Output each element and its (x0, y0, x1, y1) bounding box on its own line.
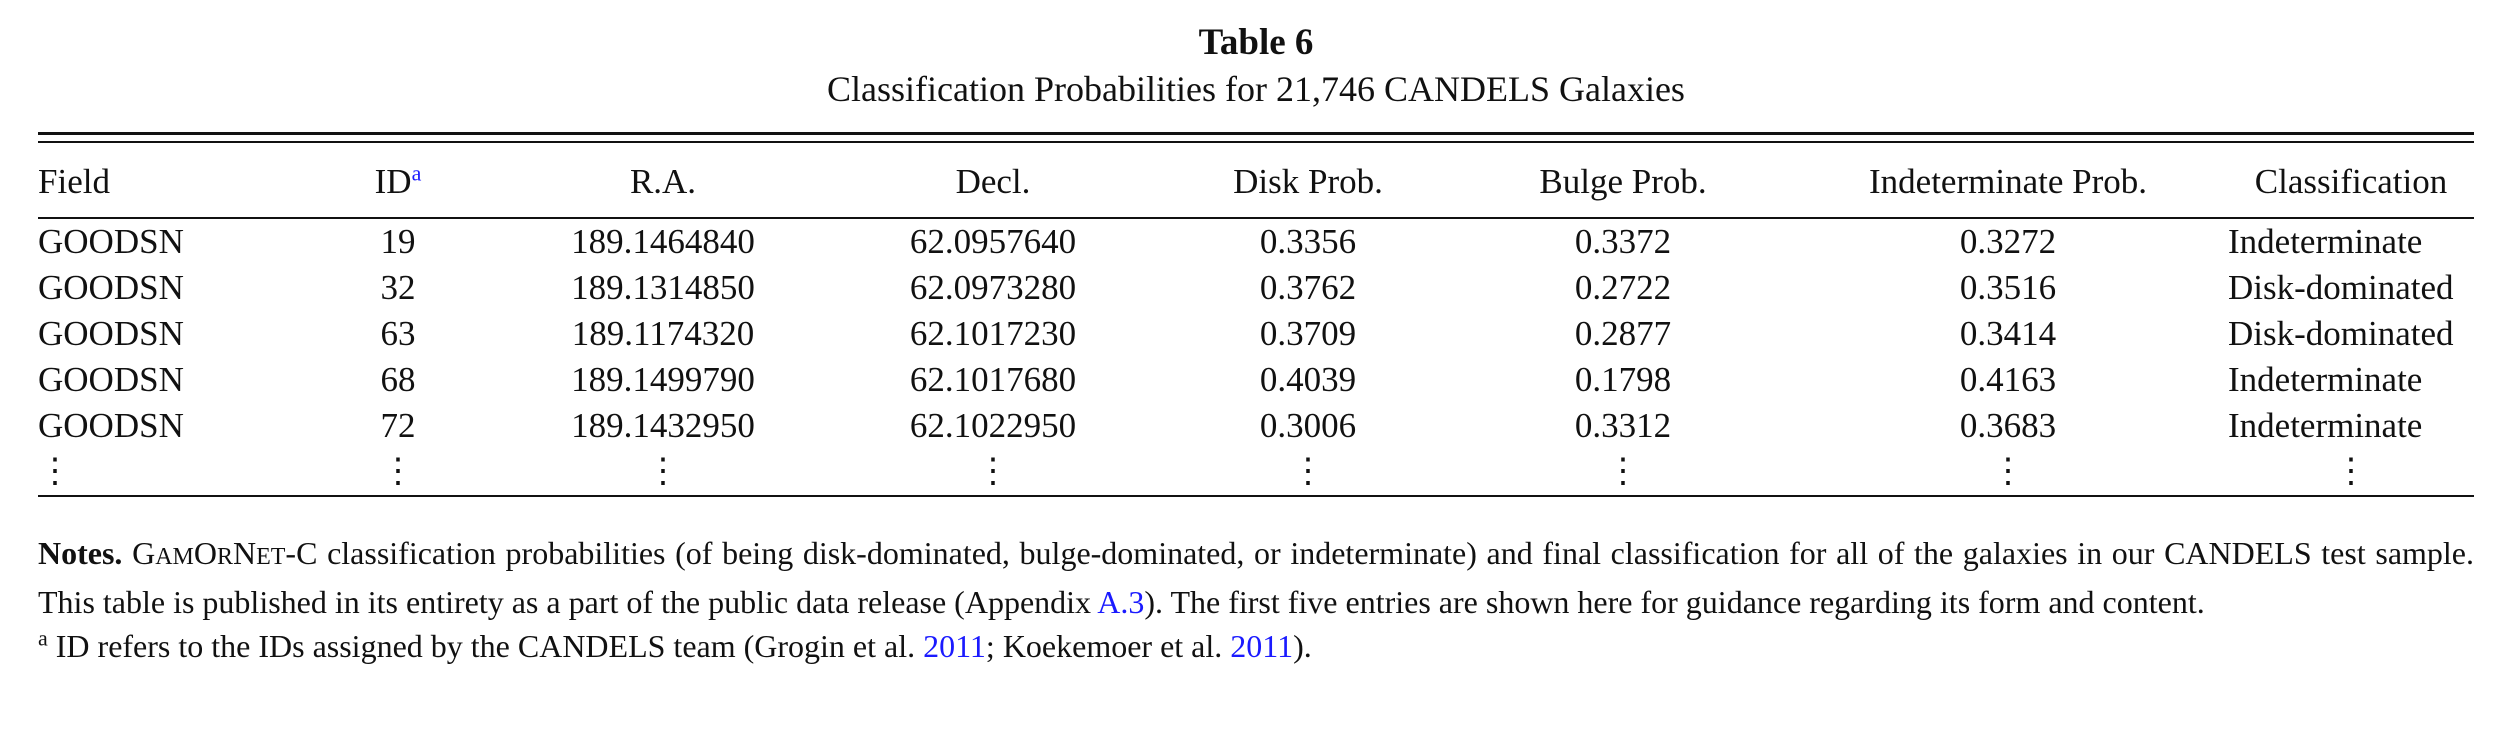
cell-classification: Indeterminate (2228, 406, 2423, 445)
header-classification: Classification (2254, 162, 2448, 201)
ellipsis-cell: ⋮ (1291, 453, 1325, 490)
cell-id: 63 (380, 314, 416, 353)
cell-field: GOODSN (38, 268, 184, 307)
ellipsis-cell: ⋮ (1991, 453, 2025, 490)
gamornet-r: R (216, 544, 233, 570)
ellipsis-cell: ⋮ (381, 453, 415, 490)
table-notes: Notes. GAMORORNET-C classification proba… (38, 531, 2474, 625)
classification-table: Field IDa R.A. Decl. Disk Prob. Bulge Pr… (38, 143, 2474, 495)
header-indeterminate-prob: Indeterminate Prob. (1869, 162, 2147, 201)
cell-disk-prob: 0.3356 (1259, 222, 1357, 261)
cell-field: GOODSN (38, 222, 184, 261)
cell-disk-prob: 0.3762 (1259, 268, 1357, 307)
table-row: GOODSN 32 189.1314850 62.0973280 0.3762 … (38, 265, 2474, 311)
cell-indeterminate-prob: 0.3414 (1959, 314, 2057, 353)
footnote-text-3: ). (1293, 628, 1312, 664)
grogin-2011-link[interactable]: 2011 (923, 628, 986, 664)
cell-id: 68 (380, 360, 416, 399)
gamornet-et: ET (256, 544, 286, 570)
gamornet-g: G (132, 535, 156, 571)
table-number: Table 6 (1198, 22, 1314, 63)
cell-id: 19 (380, 222, 416, 261)
cell-indeterminate-prob: 0.3683 (1959, 406, 2057, 445)
notes-text-1: classification probabilities (of being d… (38, 535, 2475, 620)
table-caption: Table 6 Classification Probabilities for… (38, 20, 2474, 112)
ellipsis-cell: ⋮ (646, 453, 680, 490)
header-bulge-prob: Bulge Prob. (1539, 162, 1707, 201)
cell-id: 32 (380, 268, 416, 307)
bottom-rule (38, 495, 2474, 497)
cell-bulge-prob: 0.3372 (1574, 222, 1672, 261)
header-disk-prob: Disk Prob. (1233, 162, 1383, 201)
notes-label: Notes. (38, 535, 123, 571)
cell-ra: 189.1464840 (571, 222, 755, 261)
table-row: GOODSN 68 189.1499790 62.1017680 0.4039 … (38, 357, 2474, 403)
cell-decl: 62.1022950 (909, 406, 1077, 445)
top-double-rule (38, 132, 2474, 143)
header-field: Field (38, 162, 110, 201)
cell-disk-prob: 0.3006 (1259, 406, 1357, 445)
gamornet-am: AM (155, 544, 194, 570)
gamornet-n: N (232, 535, 257, 571)
footnote-text-2: ; Koekemoer et al. (985, 628, 1231, 664)
ellipsis-cell: ⋮ (1606, 453, 1640, 490)
gamornet-o-visible: O (193, 535, 217, 571)
cell-indeterminate-prob: 0.4163 (1959, 360, 2057, 399)
ellipsis-cell: ⋮ (38, 453, 72, 490)
header-row: Field IDa R.A. Decl. Disk Prob. Bulge Pr… (38, 143, 2474, 218)
cell-decl: 62.0957640 (909, 222, 1077, 261)
cell-indeterminate-prob: 0.3516 (1959, 268, 2057, 307)
footnote-a: a ID refers to the IDs assigned by the C… (38, 625, 2474, 667)
cell-bulge-prob: 0.1798 (1574, 360, 1672, 399)
header-id: IDa (298, 143, 498, 218)
cell-ra: 189.1432950 (571, 406, 755, 445)
cell-ra: 189.1499790 (571, 360, 755, 399)
cell-id: 72 (380, 406, 416, 445)
cell-ra: 189.1174320 (571, 314, 755, 353)
footnote-mark: a (38, 625, 48, 651)
ellipsis-row: ⋮ ⋮ ⋮ ⋮ ⋮ ⋮ ⋮ ⋮ (38, 449, 2474, 495)
table-row: GOODSN 19 189.1464840 62.0957640 0.3356 … (38, 218, 2474, 265)
cell-disk-prob: 0.4039 (1259, 360, 1357, 399)
header-id-label: ID (374, 162, 412, 201)
cell-bulge-prob: 0.3312 (1574, 406, 1672, 445)
cell-bulge-prob: 0.2722 (1574, 268, 1672, 307)
cell-field: GOODSN (38, 314, 184, 353)
cell-classification: Indeterminate (2228, 360, 2423, 399)
koekemoer-2011-link[interactable]: 2011 (1230, 628, 1294, 664)
table-title: Classification Probabilities for 21,746 … (827, 69, 1685, 109)
header-ra: R.A. (629, 162, 697, 201)
table-row: GOODSN 72 189.1432950 62.1022950 0.3006 … (38, 403, 2474, 449)
gamornet-suffix: -C (285, 535, 318, 571)
cell-decl: 62.0973280 (909, 268, 1077, 307)
cell-bulge-prob: 0.2877 (1574, 314, 1672, 353)
gamornet-name: GAMORORNET-C (132, 535, 317, 571)
cell-classification: Disk-dominated (2228, 314, 2454, 353)
cell-classification: Indeterminate (2228, 222, 2423, 261)
ellipsis-cell: ⋮ (2334, 453, 2368, 490)
appendix-link[interactable]: A.3 (1097, 584, 1145, 620)
cell-field: GOODSN (38, 360, 184, 399)
cell-indeterminate-prob: 0.3272 (1959, 222, 2057, 261)
id-note-link[interactable]: a (411, 160, 422, 186)
cell-field: GOODSN (38, 406, 184, 445)
cell-decl: 62.1017680 (909, 360, 1077, 399)
table-row: GOODSN 63 189.1174320 62.1017230 0.3709 … (38, 311, 2474, 357)
ellipsis-cell: ⋮ (976, 453, 1010, 490)
cell-disk-prob: 0.3709 (1259, 314, 1357, 353)
cell-ra: 189.1314850 (571, 268, 755, 307)
cell-classification: Disk-dominated (2228, 268, 2454, 307)
header-decl: Decl. (955, 162, 1031, 201)
notes-text-2: ). The first five entries are shown here… (1144, 584, 2205, 620)
footnote-text-1: ID refers to the IDs assigned by the CAN… (47, 628, 924, 664)
cell-decl: 62.1017230 (909, 314, 1077, 353)
